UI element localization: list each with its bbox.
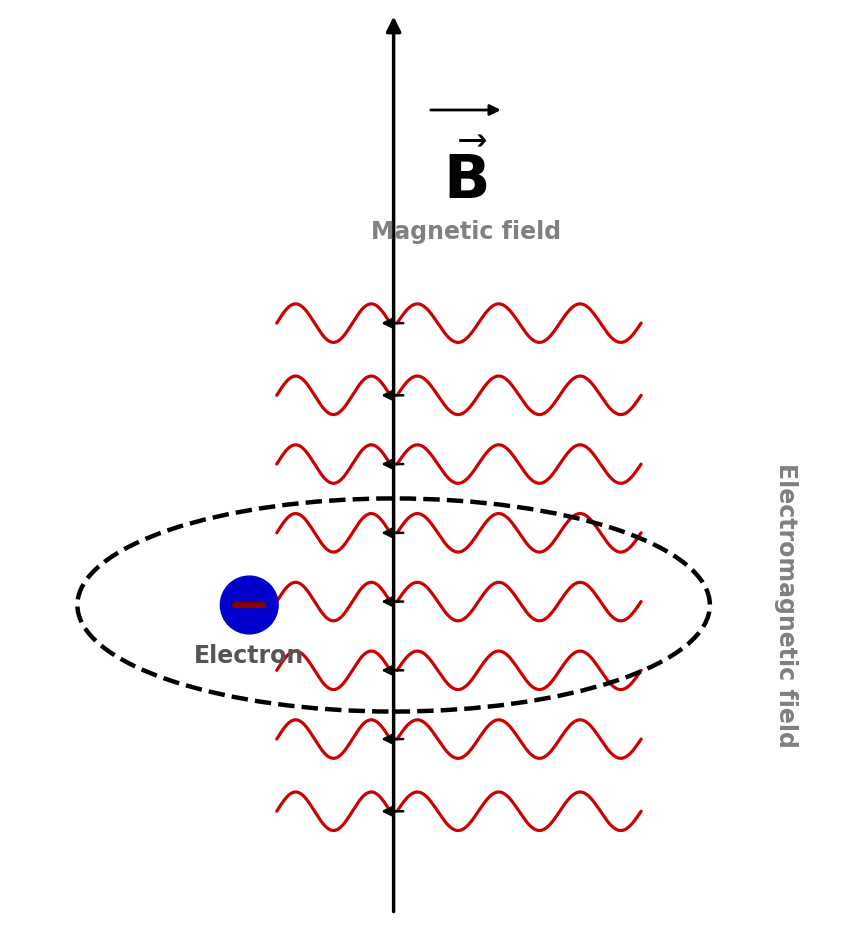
Circle shape bbox=[220, 576, 278, 634]
Text: Electromagnetic field: Electromagnetic field bbox=[774, 463, 798, 747]
Text: $\vec{\mathbf{B}}$: $\vec{\mathbf{B}}$ bbox=[443, 144, 488, 212]
Text: Magnetic field: Magnetic field bbox=[371, 220, 561, 244]
Text: Electron: Electron bbox=[194, 644, 305, 669]
